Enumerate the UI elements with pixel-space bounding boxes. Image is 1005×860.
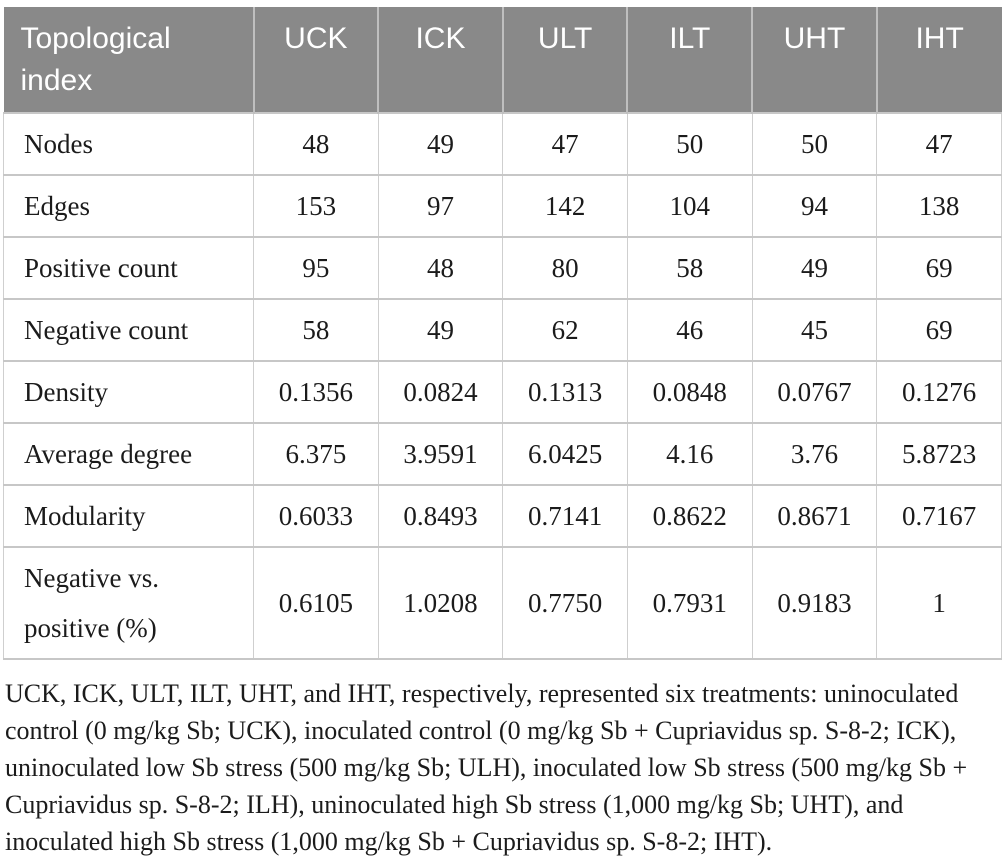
cell-value: 0.0824 [377,360,504,424]
cell-value: 6.0425 [502,422,628,486]
table-row-negative-vs-positive: Negative vs. positive (%) 0.6105 1.0208 … [3,546,1002,660]
cell-value: 48 [377,236,504,300]
cell-value: 58 [626,236,753,300]
cell-value: 0.7931 [626,546,753,660]
row-label: Density [3,360,254,424]
cell-value: 50 [626,112,753,176]
row-label: Modularity [3,484,254,548]
table-row-modularity: Modularity 0.6033 0.8493 0.7141 0.8622 0… [3,484,1002,548]
cell-value: 49 [377,112,504,176]
cell-value: 0.8671 [751,484,878,548]
topological-index-table: Topological index UCK ICK ULT ILT UHT IH… [3,7,1002,660]
cell-value: 4.16 [626,422,753,486]
cell-value: 3.76 [751,422,878,486]
column-header-ult: ULT [501,7,628,113]
cell-value: 153 [253,174,379,238]
cell-value: 49 [377,298,504,362]
table-footnote: UCK, ICK, ULT, ILT, UHT, and IHT, respec… [5,679,968,856]
column-header-ilt: ILT [626,7,753,113]
cell-value: 47 [876,112,1002,176]
cell-value: 58 [253,298,379,362]
cell-value: 5.8723 [876,422,1002,486]
column-header-uck: UCK [252,7,379,113]
cell-value: 6.375 [253,422,379,486]
table-row-edges: Edges 153 97 142 104 94 138 [3,174,1002,238]
table-row-average-degree: Average degree 6.375 3.9591 6.0425 4.16 … [3,422,1002,486]
table-row-density: Density 0.1356 0.0824 0.1313 0.0848 0.07… [3,360,1002,424]
header-row: Topological index UCK ICK ULT ILT UHT IH… [3,7,1002,113]
cell-value: 0.0767 [751,360,878,424]
table-row-negative-count: Negative count 58 49 62 46 45 69 [3,298,1002,362]
cell-value: 3.9591 [377,422,504,486]
row-label: Edges [3,174,254,238]
cell-value: 1 [876,546,1002,660]
cell-value: 69 [876,236,1002,300]
cell-value: 0.8622 [626,484,753,548]
row-label: Average degree [3,422,254,486]
cell-value: 0.7141 [502,484,628,548]
column-header-ick: ICK [377,7,503,113]
cell-value: 0.9183 [751,546,878,660]
cell-value: 0.7750 [502,546,628,660]
column-header-index: Topological index [3,7,254,113]
table-header: Topological index UCK ICK ULT ILT UHT IH… [3,7,1002,113]
cell-value: 0.1313 [502,360,628,424]
cell-value: 95 [253,236,379,300]
cell-value: 50 [751,112,878,176]
table-body: Nodes 48 49 47 50 50 47 Edges 153 97 142… [3,112,1002,660]
cell-value: 0.6105 [253,546,379,660]
cell-value: 0.8493 [377,484,504,548]
row-label: Negative vs. positive (%) [3,546,254,660]
cell-value: 80 [502,236,628,300]
cell-value: 0.0848 [626,360,753,424]
cell-value: 1.0208 [377,546,504,660]
cell-value: 69 [876,298,1002,362]
row-label: Nodes [3,112,254,176]
cell-value: 45 [751,298,878,362]
cell-value: 48 [253,112,379,176]
row-label: Negative count [3,298,254,362]
cell-value: 0.7167 [876,484,1002,548]
cell-value: 0.1276 [876,360,1002,424]
cell-value: 142 [502,174,628,238]
cell-value: 138 [876,174,1002,238]
cell-value: 0.6033 [253,484,379,548]
column-header-uht: UHT [751,7,877,113]
cell-value: 47 [502,112,628,176]
cell-value: 94 [751,174,878,238]
cell-value: 0.1356 [253,360,379,424]
table-row-positive-count: Positive count 95 48 80 58 49 69 [3,236,1002,300]
cell-value: 46 [626,298,753,362]
column-header-iht: IHT [875,7,1002,113]
cell-value: 62 [502,298,628,362]
row-label: Positive count [3,236,254,300]
cell-value: 49 [751,236,878,300]
table-row-nodes: Nodes 48 49 47 50 50 47 [3,112,1002,176]
cell-value: 97 [377,174,504,238]
cell-value: 104 [626,174,753,238]
